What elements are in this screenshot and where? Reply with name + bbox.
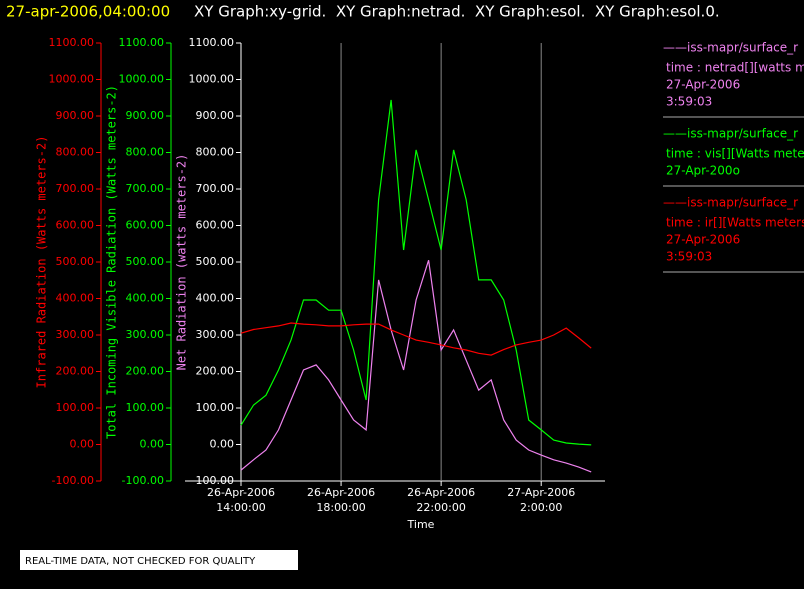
y-tick-label: 700.00 bbox=[196, 182, 235, 195]
y-tick-label: -100.00 bbox=[122, 474, 164, 487]
y-tick-label: 300.00 bbox=[56, 328, 95, 341]
y-tick-label: 400.00 bbox=[56, 292, 95, 305]
y-tick-label: 0.00 bbox=[70, 438, 95, 451]
legend-text: time : netrad[][watts me bbox=[666, 61, 804, 75]
y-tick-label: 200.00 bbox=[196, 365, 235, 378]
y-tick-label: 1100.00 bbox=[119, 36, 165, 49]
series-line bbox=[240, 99, 592, 446]
y-tick-label: 600.00 bbox=[56, 219, 95, 232]
y-tick-label: 600.00 bbox=[126, 219, 165, 232]
y-tick-label: 200.00 bbox=[126, 365, 165, 378]
x-axis-label: Time bbox=[407, 518, 435, 531]
y-tick-label: 300.00 bbox=[196, 328, 235, 341]
y-tick-label: 800.00 bbox=[56, 146, 95, 159]
legend-text: 27-Apr-2006 bbox=[666, 78, 740, 92]
x-tick-label: 26-Apr-2006 bbox=[207, 486, 275, 499]
y-tick-label: 100.00 bbox=[196, 401, 235, 414]
y-tick-label: 100.00 bbox=[56, 401, 95, 414]
y-tick-label: 400.00 bbox=[196, 292, 235, 305]
legend-text: time : vis[][Watts meter bbox=[666, 147, 804, 161]
legend-text: time : ir[][Watts meters bbox=[666, 216, 804, 230]
y-tick-label: 900.00 bbox=[196, 109, 235, 122]
y-tick-label: 800.00 bbox=[126, 146, 165, 159]
y-tick-label: 1100.00 bbox=[49, 36, 95, 49]
note: REAL-TIME DATA, NOT CHECKED FOR QUALITY bbox=[25, 556, 256, 567]
y-tick-label: 400.00 bbox=[126, 292, 165, 305]
x-tick-label: 26-Apr-2006 bbox=[407, 486, 475, 499]
y-tick-label: 500.00 bbox=[196, 255, 235, 268]
y-tick-label: -100.00 bbox=[52, 474, 94, 487]
y-tick-label: 0.00 bbox=[140, 438, 165, 451]
y-tick-label: 600.00 bbox=[196, 219, 235, 232]
series-line bbox=[240, 260, 592, 473]
y-tick-label: 1000.00 bbox=[119, 73, 165, 86]
y-tick-label: 300.00 bbox=[126, 328, 165, 341]
x-tick-label: 26-Apr-2006 bbox=[307, 486, 375, 499]
legend-text: 27-Apr-200o bbox=[666, 164, 740, 178]
y-tick-label: 1000.00 bbox=[49, 73, 95, 86]
x-tick-label: 18:00:00 bbox=[316, 501, 365, 514]
y-axis-label: Infrared Radiation (Watts meters-2) bbox=[35, 136, 49, 389]
legend-name: ——iss-mapr/surface_r bbox=[663, 41, 798, 55]
legend-text: 3:59:03 bbox=[666, 95, 712, 109]
x-tick-label: 2:00:00 bbox=[520, 501, 562, 514]
y-tick-label: 1000.00 bbox=[189, 73, 235, 86]
y-axis-label: Total Incoming Visible Radiation (Watts … bbox=[105, 85, 119, 439]
chart-title: 27-apr-2006,04:00:00 bbox=[6, 3, 170, 21]
legend-text: 27-Apr-2006 bbox=[666, 233, 740, 247]
y-tick-label: 900.00 bbox=[126, 109, 165, 122]
y-tick-label: 800.00 bbox=[196, 146, 235, 159]
y-tick-label: 700.00 bbox=[126, 182, 165, 195]
y-tick-label: 700.00 bbox=[56, 182, 95, 195]
legend-text: 3:59:03 bbox=[666, 250, 712, 264]
legend-name: ——iss-mapr/surface_r bbox=[663, 196, 798, 210]
y-tick-label: 200.00 bbox=[56, 365, 95, 378]
note-box bbox=[20, 550, 298, 570]
y-tick-label: 500.00 bbox=[56, 255, 95, 268]
y-tick-label: 500.00 bbox=[126, 255, 165, 268]
y-axis-label: Net Radiation (watts meters-2) bbox=[175, 154, 189, 371]
y-tick-label: 0.00 bbox=[210, 438, 235, 451]
chart-subtitle: XY Graph:xy-grid. XY Graph:netrad. XY Gr… bbox=[194, 3, 720, 21]
x-tick-label: 27-Apr-2006 bbox=[507, 486, 575, 499]
y-tick-label: 900.00 bbox=[56, 109, 95, 122]
x-tick-label: 22:00:00 bbox=[416, 501, 465, 514]
y-tick-label: -100.00 bbox=[192, 474, 234, 487]
legend-name: ——iss-mapr/surface_r bbox=[663, 127, 798, 141]
x-tick-label: 14:00:00 bbox=[216, 501, 265, 514]
y-tick-label: 1100.00 bbox=[189, 36, 235, 49]
y-tick-label: 100.00 bbox=[126, 401, 165, 414]
series-line bbox=[240, 322, 592, 356]
